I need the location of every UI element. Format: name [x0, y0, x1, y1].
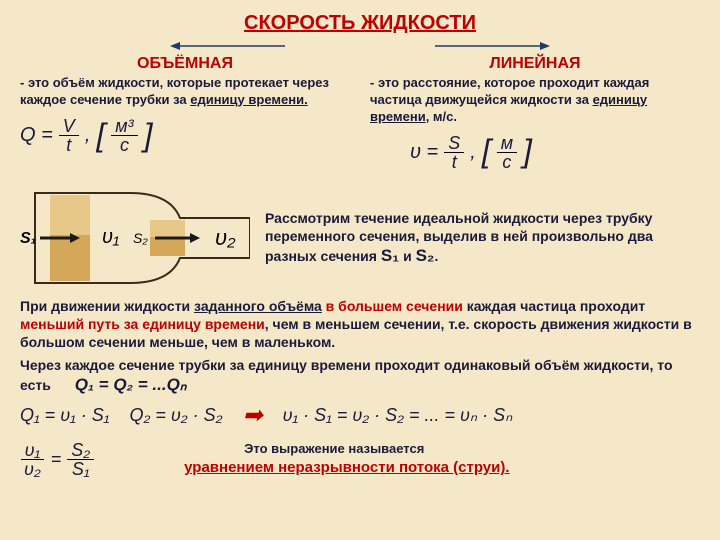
ratio-formula: υ₁υ₂ = S₂S₁: [20, 441, 94, 478]
equation-row: Q₁ = υ₁ · S₁ Q₂ = υ₂ · S₂ ➡ υ₁ · S₁ = υ₂…: [20, 400, 700, 431]
formula-linear: υ = St ,[ мс ]: [410, 131, 700, 173]
label-expression: Это выражение называется: [244, 441, 509, 458]
subtitle-linear: ЛИНЕЙНАЯ: [370, 54, 700, 75]
right-column: ЛИНЕЙНАЯ - это расстояние, которое прохо…: [370, 54, 700, 179]
left-column: ОБЪЁМНАЯ - это объём жидкости, которые п…: [20, 54, 350, 179]
title-arrows: [20, 40, 700, 52]
subtitle-volume: ОБЪЁМНАЯ: [20, 54, 350, 75]
svg-text:S₁: S₁: [20, 230, 36, 247]
svg-text:υ₁: υ₁: [102, 226, 119, 248]
desc-volume: - это объём жидкости, которые протекает …: [20, 75, 350, 109]
svg-text:S₂: S₂: [133, 230, 148, 246]
formula-volume: Q = Vt ,[ м³с ]: [20, 115, 350, 157]
page-title: СКОРОСТЬ ЖИДКОСТИ: [20, 10, 700, 36]
mid-text: Рассмотрим течение идеальной жидкости че…: [265, 209, 700, 267]
svg-text:υ₂: υ₂: [215, 225, 236, 250]
red-arrow-icon: ➡: [242, 400, 262, 431]
para-1: При движении жидкости заданного объёма в…: [20, 297, 700, 352]
desc-linear: - это расстояние, которое проходит кажда…: [370, 75, 700, 126]
tube-diagram: S₁ υ₁ S₂ υ₂: [20, 183, 250, 293]
para-2: Через каждое сечение трубки за единицу в…: [20, 356, 700, 396]
continuity-equation-label: уравнением неразрывности потока (струи).: [184, 458, 509, 478]
